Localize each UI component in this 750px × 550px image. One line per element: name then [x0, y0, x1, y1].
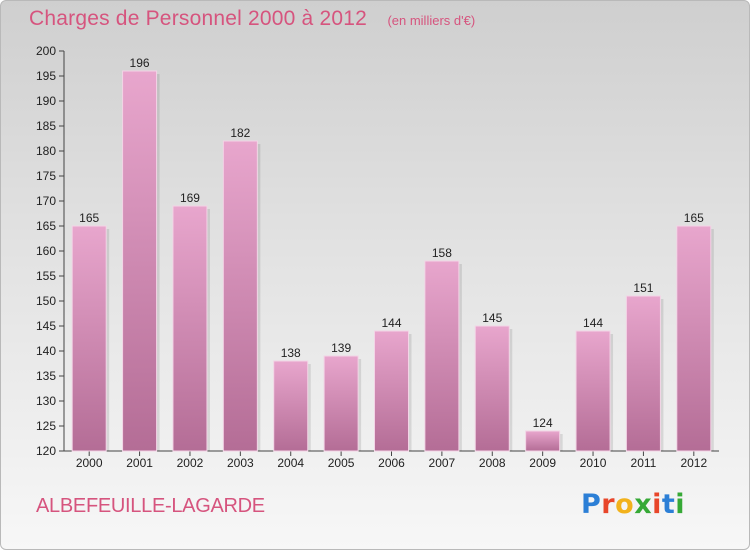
- data-label-2007: 158: [432, 246, 452, 260]
- data-label-2001: 196: [130, 56, 150, 70]
- x-tick-label: 2011: [631, 456, 657, 470]
- x-tick-label: 2007: [429, 456, 456, 470]
- bar-2007: [424, 260, 460, 452]
- chart-labels: 165 196 169 182 138 139 144 158 145 124 144 151 165: [79, 56, 704, 430]
- x-tick-label: 2004: [277, 456, 304, 470]
- y-tick-label: 195: [36, 69, 56, 83]
- data-label-2002: 169: [180, 191, 200, 205]
- title-group: Charges de Personnel 2000 à 2012 (en mil…: [29, 7, 475, 31]
- logo-letter: i: [675, 489, 686, 520]
- x-tick-label: 2010: [580, 456, 607, 470]
- commune-name: ALBEFEUILLE-LAGARDE: [36, 495, 265, 517]
- y-tick-label: 130: [36, 394, 56, 408]
- logo-letter: t: [661, 489, 676, 520]
- bar-2008: [474, 325, 510, 452]
- chart-subtitle: (en milliers d'€): [387, 13, 476, 28]
- logo-letter: P: [581, 489, 602, 520]
- y-tick-label: 185: [36, 119, 56, 133]
- bar-2002: [172, 205, 208, 452]
- data-label-2006: 144: [381, 316, 401, 330]
- x-tick-label: 2009: [529, 456, 556, 470]
- bar-2011: [625, 295, 661, 452]
- x-tick-label: 2006: [378, 456, 405, 470]
- data-label-2011: 151: [633, 281, 653, 295]
- data-label-2000: 165: [79, 211, 99, 225]
- x-tick-label: 2005: [328, 456, 355, 470]
- data-label-2008: 145: [482, 311, 502, 325]
- y-tick-label: 165: [36, 219, 56, 233]
- y-tick-label: 145: [36, 319, 56, 333]
- y-tick-label: 155: [36, 269, 56, 283]
- x-tick-label: 2002: [177, 456, 204, 470]
- x-tick-label: 2000: [76, 456, 103, 470]
- y-tick-label: 125: [36, 419, 56, 433]
- y-tick-label: 190: [36, 94, 56, 108]
- x-tick-label: 2001: [126, 456, 153, 470]
- y-tick-label: 175: [36, 169, 56, 183]
- y-tick-label: 150: [36, 294, 56, 308]
- data-label-2009: 124: [533, 416, 553, 430]
- bar-2010: [575, 330, 611, 452]
- proxiti-logo[interactable]: Proxiti: [581, 489, 685, 520]
- x-tick-label: 2003: [227, 456, 254, 470]
- y-tick-label: 120: [36, 444, 56, 458]
- bar-2004: [273, 360, 309, 452]
- bar-2001: [122, 70, 158, 452]
- y-tick-label: 180: [36, 144, 56, 158]
- chart-title: Charges de Personnel 2000 à 2012: [29, 7, 367, 30]
- bar-2003: [222, 140, 258, 452]
- data-label-2010: 144: [583, 316, 603, 330]
- bar-2000: [71, 225, 107, 452]
- bar-2006: [374, 330, 409, 452]
- data-label-2005: 139: [331, 341, 351, 355]
- bar-series: [71, 70, 714, 452]
- logo-letter: r: [601, 489, 616, 520]
- y-tick-label: 135: [36, 369, 56, 383]
- logo-letter: o: [615, 489, 635, 520]
- bar-2005: [323, 355, 359, 452]
- x-tick-label: 2008: [479, 456, 506, 470]
- x-tick-label: 2012: [680, 456, 707, 470]
- data-label-2004: 138: [281, 346, 301, 360]
- logo-letter: i: [652, 489, 662, 520]
- data-label-2003: 182: [230, 126, 250, 140]
- y-tick-label: 140: [36, 344, 56, 358]
- y-tick-label: 170: [36, 194, 56, 208]
- y-tick-label: 200: [36, 44, 56, 58]
- bar-2009: [525, 430, 561, 452]
- bar-2012: [676, 225, 712, 452]
- logo-letter: x: [634, 489, 653, 520]
- data-label-2012: 165: [684, 211, 704, 225]
- y-tick-label: 160: [36, 244, 56, 258]
